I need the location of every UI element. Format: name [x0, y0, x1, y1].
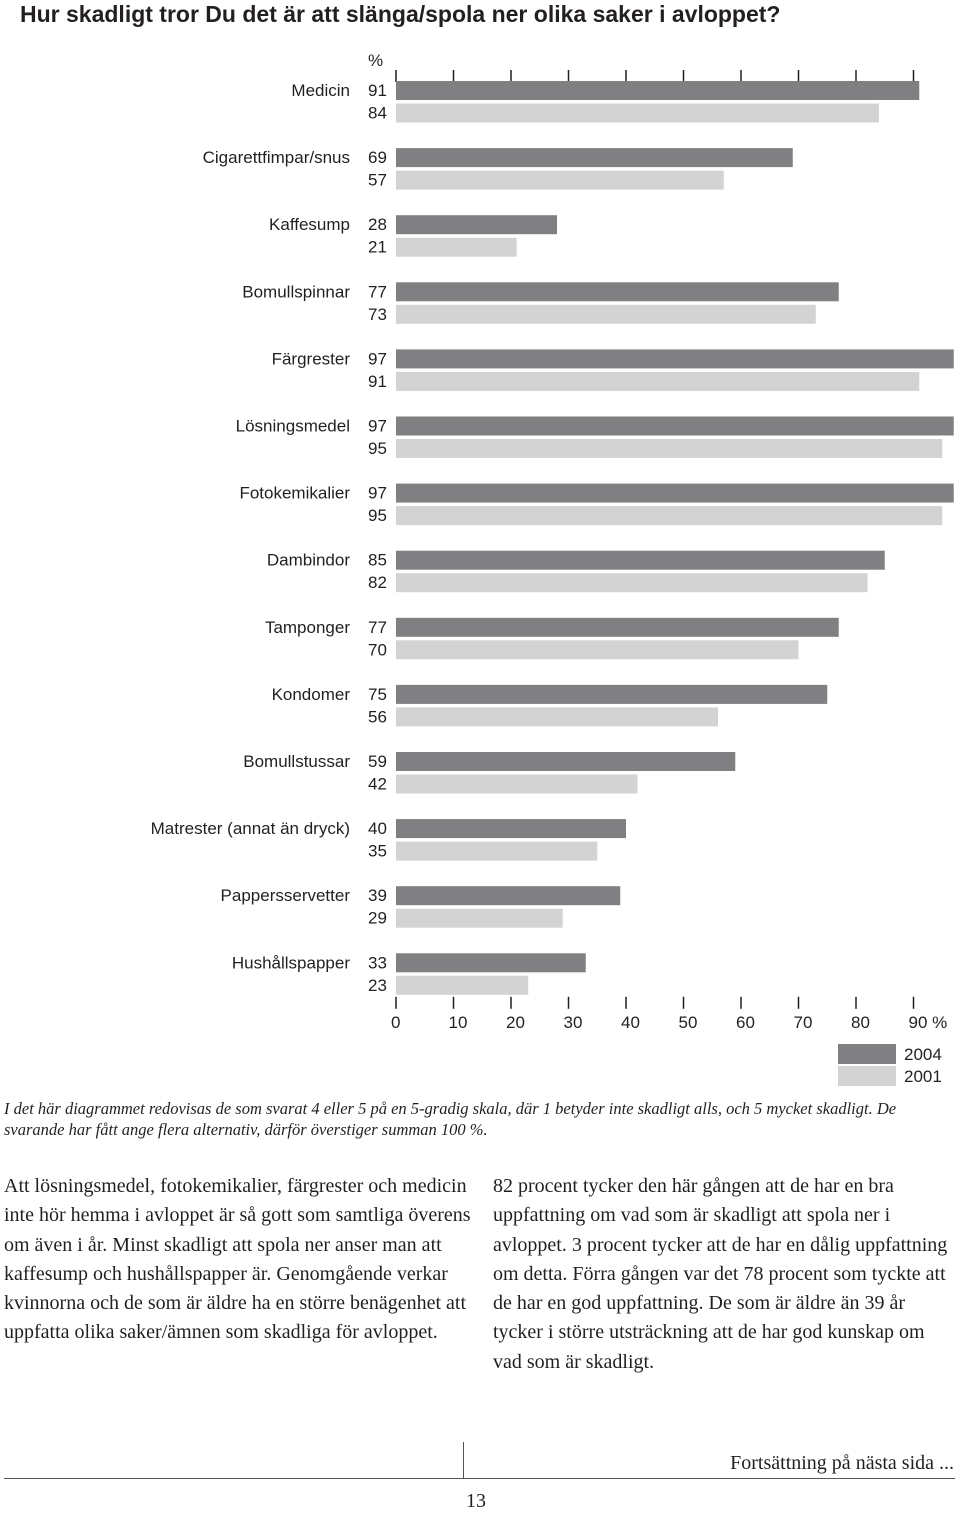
value-label-2004: 69 — [368, 148, 387, 167]
value-label-2001: 42 — [368, 775, 387, 794]
value-label-2004: 85 — [368, 551, 387, 570]
bar-2001 — [396, 439, 943, 458]
bar-2001 — [396, 774, 638, 794]
value-label-2004: 97 — [368, 484, 387, 503]
x-tick-label: 50 — [679, 1013, 698, 1032]
value-label-2004: 77 — [368, 282, 387, 301]
value-label-2001: 57 — [368, 171, 387, 190]
value-label-2001: 95 — [368, 439, 387, 458]
bar-2001 — [396, 170, 724, 190]
value-label-2001: 70 — [368, 640, 387, 659]
legend-label-2001: 2001 — [904, 1067, 942, 1086]
page-title: Hur skadligt tror Du det är att slänga/s… — [20, 1, 781, 27]
category-label: Pappersservetter — [221, 886, 351, 905]
legend-swatch-2004 — [838, 1044, 896, 1064]
x-tick-label: 80 — [851, 1013, 870, 1032]
bar-2004 — [396, 617, 839, 637]
chart-footnote: I det här diagrammet redovisas de som sv… — [4, 1099, 897, 1139]
page-number: 13 — [466, 1490, 486, 1512]
category-label: Färgrester — [272, 349, 351, 368]
value-label-2004: 33 — [368, 953, 387, 972]
category-label: Lösningsmedel — [236, 417, 350, 436]
value-label-2004: 40 — [368, 819, 387, 838]
value-label-2001: 23 — [368, 976, 387, 995]
x-tick-label: 20 — [506, 1013, 525, 1032]
legend-label-2004: 2004 — [904, 1045, 942, 1064]
category-label: Kaffesump — [269, 215, 350, 234]
bar-2004 — [396, 953, 586, 973]
value-label-2004: 75 — [368, 685, 387, 704]
bar-2001 — [396, 506, 943, 526]
bar-2004 — [396, 684, 828, 704]
category-label: Medicin — [291, 81, 350, 100]
bar-2001 — [396, 103, 879, 123]
value-label-2004: 59 — [368, 752, 387, 771]
x-tick-label: 70 — [794, 1013, 813, 1032]
continued-next-page-text: Fortsättning på nästa sida ... — [730, 1452, 954, 1474]
bar-2001 — [396, 237, 517, 257]
value-label-2004: 77 — [368, 618, 387, 637]
value-label-2001: 29 — [368, 909, 387, 928]
bar-2001 — [396, 975, 529, 995]
value-label-2004: 91 — [368, 81, 387, 100]
value-label-2001: 73 — [368, 305, 387, 324]
x-tick-label: 90 % — [909, 1013, 948, 1032]
bar-2004 — [396, 81, 920, 100]
bar-2001 — [396, 304, 816, 324]
category-label: Kondomer — [272, 685, 351, 704]
body-paragraph-right: 82 procent tycker den här gången att de … — [493, 1175, 948, 1373]
value-label-2001: 84 — [368, 104, 387, 123]
bar-2004 — [396, 483, 954, 503]
bar-2001 — [396, 371, 920, 391]
legend-swatch-2001 — [838, 1066, 896, 1086]
bar-chart: 0 10 20 30 40 50 60 70 80 90 %% 91 84 Medicin 69 57 Cig… — [151, 51, 954, 1086]
value-label-2001: 95 — [368, 506, 387, 525]
category-label: Cigarettfimpar/snus — [203, 148, 350, 167]
bar-2004 — [396, 349, 954, 369]
bar-2001 — [396, 573, 868, 593]
bar-2001 — [396, 707, 718, 727]
category-label: Dambindor — [267, 551, 350, 570]
bar-2004 — [396, 416, 954, 436]
value-label-2004: 97 — [368, 417, 387, 436]
value-label-2004: 97 — [368, 349, 387, 368]
value-column-header: % — [368, 51, 383, 70]
bar-2004 — [396, 819, 626, 839]
value-label-2004: 39 — [368, 886, 387, 905]
value-label-2001: 35 — [368, 842, 387, 861]
category-label: Bomullspinnar — [242, 282, 350, 301]
x-tick-label: 40 — [621, 1013, 640, 1032]
x-tick-label: 60 — [736, 1013, 755, 1032]
bar-2004 — [396, 752, 736, 771]
footer-divider — [4, 1478, 955, 1479]
bar-2004 — [396, 886, 621, 906]
x-tick-label: 0 — [391, 1013, 400, 1032]
category-label: Tamponger — [265, 618, 350, 637]
bar-2004 — [396, 282, 839, 302]
value-label-2004: 28 — [368, 215, 387, 234]
category-label: Hushållspapper — [232, 953, 350, 972]
bar-2004 — [396, 148, 793, 168]
category-label: Matrester (annat än dryck) — [151, 819, 350, 838]
value-label-2001: 21 — [368, 238, 387, 257]
bar-2001 — [396, 908, 563, 928]
category-label: Bomullstussar — [243, 752, 350, 771]
bar-2001 — [396, 841, 598, 861]
x-tick-label: 10 — [449, 1013, 468, 1032]
value-label-2001: 91 — [368, 372, 387, 391]
footer-center-tick — [463, 1442, 464, 1478]
body-paragraph-left: Att lösningsmedel, fotokemikalier, färgr… — [4, 1175, 471, 1344]
bar-2001 — [396, 640, 799, 660]
bar-2004 — [396, 550, 885, 570]
value-label-2001: 56 — [368, 707, 387, 726]
bar-2004 — [396, 215, 557, 235]
value-label-2001: 82 — [368, 573, 387, 592]
category-label: Fotokemikalier — [239, 484, 350, 503]
x-tick-label: 30 — [564, 1013, 583, 1032]
